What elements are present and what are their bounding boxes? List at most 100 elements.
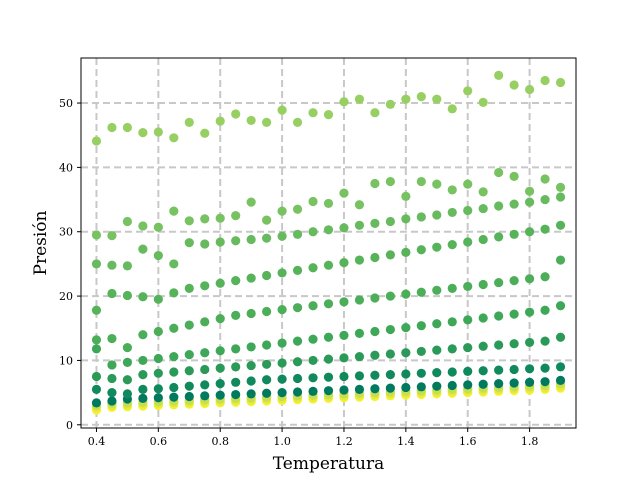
data-point [138,330,148,340]
data-point [524,227,535,237]
data-point [524,307,535,317]
data-point [432,285,442,295]
data-point [555,255,566,265]
x-tick-label: 1.8 [521,435,539,448]
data-point [370,293,380,303]
y-axis-label: Presión [31,210,51,275]
data-point [277,206,287,216]
data-points [91,70,566,415]
data-point [432,381,442,391]
data-point [416,176,426,187]
data-point [169,288,179,298]
data-point [447,283,457,293]
y-tick-label: 40 [59,161,73,174]
data-point [509,364,519,375]
data-point [292,336,303,346]
data-point [292,229,303,239]
data-point [478,203,488,214]
data-point [138,384,148,394]
data-point [215,116,225,126]
data-point [416,321,426,331]
data-point [401,369,411,379]
data-point [107,260,117,270]
data-point [292,373,303,384]
data-point [370,326,380,337]
data-point [540,272,550,282]
data-point [494,277,504,288]
data-point [277,231,287,241]
data-point [308,334,318,344]
data-point [200,128,210,138]
x-axis-ticks: 0.4 0.6 0.8 1.0 1.2 1.4 1.6 1.8 [88,428,539,448]
data-point [308,263,318,273]
data-point [153,393,163,403]
data-point [262,340,272,350]
x-axis-label: Temperatura [273,454,384,474]
data-point [339,97,349,107]
data-point [122,357,133,367]
data-point [370,350,380,360]
data-point [91,384,102,394]
data-point [246,360,256,371]
data-point [200,348,210,358]
data-point [200,380,210,390]
data-point [540,336,550,346]
data-point [447,207,457,218]
data-point [509,229,519,239]
data-point [463,366,473,376]
data-point [292,265,303,275]
plot-frame [80,57,577,429]
data-point [509,199,519,209]
y-tick-label: 30 [59,226,73,239]
data-point [339,297,349,307]
data-point [385,291,395,301]
data-point [509,309,519,319]
data-point [215,213,225,223]
y-tick-label: 20 [59,290,73,303]
data-point [540,75,550,86]
data-point [432,368,442,378]
data-point [323,110,334,120]
data-point [215,314,225,324]
data-point [246,234,256,245]
data-point [231,211,241,221]
data-point [308,108,318,118]
data-point [138,393,148,403]
data-point [200,239,210,249]
data-point [540,377,550,387]
data-point [339,223,349,233]
data-point [215,363,225,373]
data-point [200,214,210,224]
data-point [246,273,256,283]
x-tick-label: 0.8 [211,435,229,448]
data-point [138,292,148,302]
data-point [262,117,272,127]
data-point [447,380,457,391]
x-tick-label: 1.0 [273,435,291,448]
data-point [323,198,334,209]
data-point [308,196,318,207]
data-point [385,369,395,380]
data-point [138,221,148,231]
data-point [91,344,102,354]
data-point [323,354,334,364]
data-point [122,122,133,133]
data-point [231,377,241,387]
data-point [262,270,272,281]
data-point [339,330,349,340]
data-point [323,299,334,309]
data-point [169,392,179,402]
data-point [524,377,535,387]
data-point [401,247,411,257]
data-point [184,238,194,248]
data-point [370,108,380,118]
data-point [494,379,504,389]
data-point [215,278,225,288]
data-point [122,216,133,227]
data-point [354,94,365,104]
data-point [107,122,117,133]
data-point [370,178,380,189]
data-point [432,94,442,104]
data-point [478,379,488,389]
